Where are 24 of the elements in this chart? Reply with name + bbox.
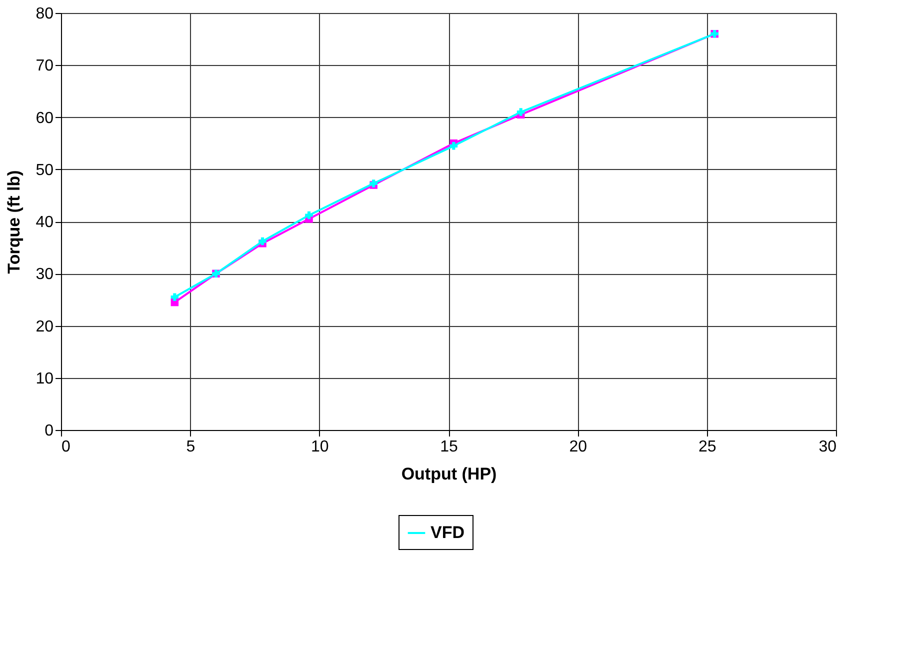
y-tick-label: 70 [36,58,54,75]
point [305,211,313,220]
y-axis-title: Torque (ft lb) [4,170,24,274]
point [258,237,266,246]
x-tick-label: 20 [569,438,588,456]
y-tick-label: 40 [36,214,54,231]
y-tick-label: 30 [36,266,54,284]
y-tick-label: 0 [44,422,54,440]
x-tick-label: 15 [440,438,458,456]
y-tick-label: 10 [36,370,54,388]
y-tick-label: 20 [36,318,54,336]
point [170,293,179,301]
y-tick-label: 80 [36,6,54,22]
point [516,108,525,116]
y-tick-label: 60 [36,110,54,127]
legend-label: VFD [430,523,464,542]
y-tick-label: 50 [36,162,54,179]
x-axis-title: Output (HP) [401,464,497,484]
point [450,142,458,150]
x-tick-label: 5 [186,438,196,456]
x-tick-label: 10 [310,438,329,456]
x-tick-label: 25 [698,438,716,456]
x-tick-label: 0 [62,438,70,456]
x-tick-label: 30 [818,438,837,456]
